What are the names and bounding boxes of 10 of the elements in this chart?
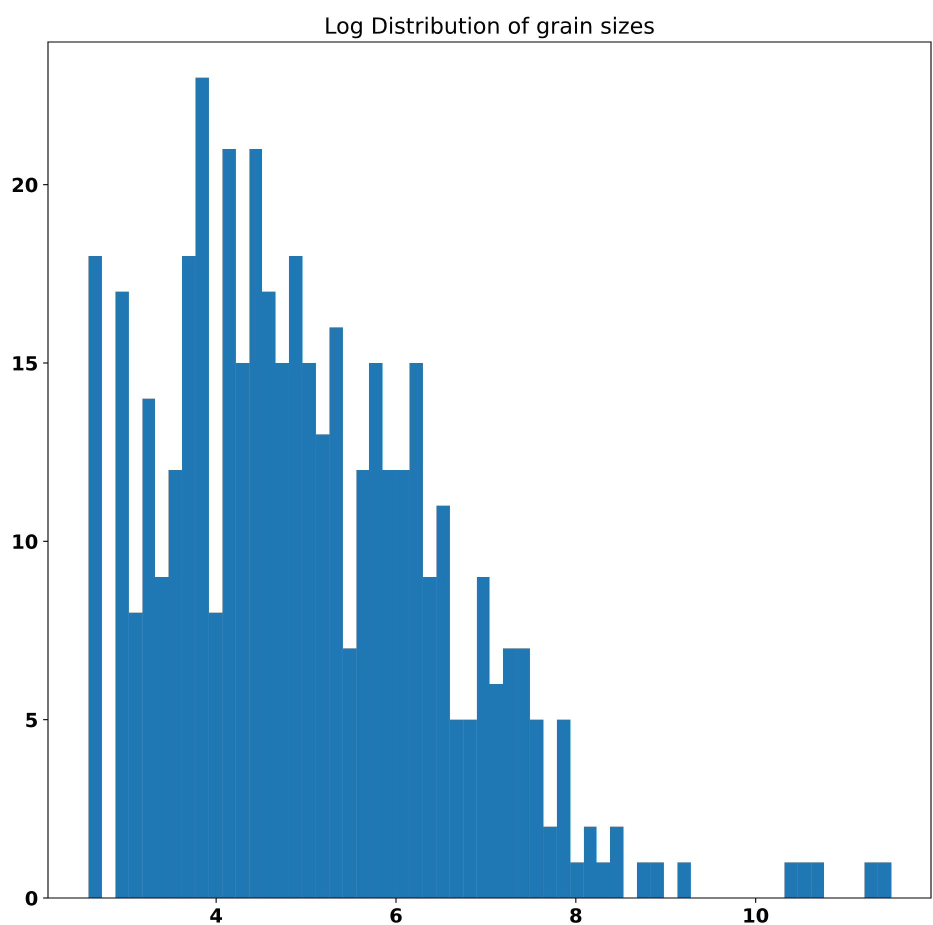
y-tick-label: 20 bbox=[12, 178, 38, 192]
chart-title: Log Distribution of grain sizes bbox=[326, 16, 654, 38]
y-tick-label: 0 bbox=[26, 890, 38, 906]
y-tick-label: 15 bbox=[13, 356, 37, 371]
x-tick-label: 4 bbox=[210, 908, 222, 922]
y-tick-label: 5 bbox=[26, 712, 37, 728]
x-tick-label: 8 bbox=[570, 908, 582, 923]
x-tick-label: 6 bbox=[390, 908, 402, 923]
x-tick-label: 10 bbox=[744, 908, 768, 923]
y-tick-label: 10 bbox=[13, 534, 38, 549]
